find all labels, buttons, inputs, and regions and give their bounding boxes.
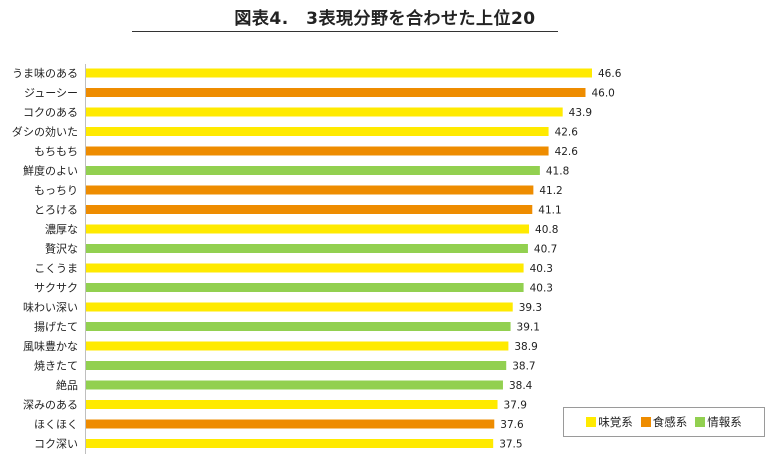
bar-4: [86, 127, 549, 136]
value-label: 38.4: [509, 380, 533, 392]
category-label: とろける: [34, 204, 78, 217]
value-label: 40.8: [535, 224, 558, 236]
category-label: ほくほく: [34, 418, 78, 431]
value-label: 41.1: [538, 205, 561, 217]
chart-title: 図表4. 3表現分野を合わせた上位20: [234, 9, 536, 29]
value-label: 38.9: [514, 341, 537, 353]
category-label: うま味のある: [12, 67, 78, 80]
bar-14: [86, 322, 511, 331]
category-label: 深みのある: [23, 399, 78, 412]
bar-7: [86, 185, 534, 195]
legend-item: 情報系: [695, 414, 742, 430]
value-label: 43.9: [569, 107, 592, 119]
legend: 味覚系 食感系 情報系: [563, 407, 765, 437]
value-label: 41.8: [546, 166, 569, 178]
category-label: コクのある: [23, 106, 78, 119]
bar-20: [86, 439, 494, 448]
category-label: 焼きたて: [34, 360, 78, 373]
legend-label: 味覚系: [598, 415, 633, 429]
category-label: 揚げたて: [34, 321, 78, 334]
bar-19: [86, 419, 495, 429]
value-label: 39.3: [519, 302, 542, 314]
value-label: 37.9: [504, 400, 527, 412]
bar-11: [86, 263, 524, 273]
legend-swatch: [640, 417, 651, 427]
category-label: もっちり: [34, 184, 78, 197]
bars-layer: うま味のある 46.6 ジューシー 46.0 コクのある 43.9 ダシの効いた 42.6 もち…: [12, 67, 622, 451]
bar-10: [86, 244, 528, 253]
value-label: 40.3: [530, 283, 553, 295]
legend-item: 味覚系: [586, 414, 633, 430]
value-label: 42.6: [555, 146, 579, 158]
bar-13: [86, 302, 513, 312]
bar-3: [86, 107, 563, 117]
legend-item: 食感系: [640, 414, 688, 430]
bar-12: [86, 283, 524, 292]
category-label: 風味豊かな: [23, 340, 78, 353]
category-label: 絶品: [56, 378, 78, 392]
bar-16: [86, 361, 507, 370]
value-label: 37.6: [500, 419, 524, 431]
legend-label: 食感系: [652, 415, 688, 429]
value-label: 38.7: [512, 361, 535, 373]
value-label: 42.6: [555, 127, 579, 139]
value-label: 46.0: [591, 88, 614, 100]
value-label: 41.2: [539, 185, 562, 197]
legend-swatch: [586, 417, 597, 427]
value-label: 37.5: [499, 439, 522, 451]
title-underline: [132, 31, 558, 32]
bar-15: [86, 341, 509, 351]
category-label: 味わい深い: [23, 301, 78, 314]
bar-9: [86, 224, 530, 234]
bar-8: [86, 205, 533, 214]
category-label: サクサク: [34, 282, 78, 295]
category-label: ダシの効いた: [12, 125, 78, 139]
category-label: こくうま: [34, 262, 78, 275]
legend-swatch: [695, 417, 706, 427]
value-label: 40.3: [530, 263, 553, 275]
bar-1: [86, 68, 592, 78]
bar-2: [86, 88, 586, 97]
value-label: 40.7: [534, 244, 557, 256]
category-label: もちもち: [34, 145, 78, 158]
value-label: 46.6: [598, 68, 622, 80]
bar-17: [86, 380, 503, 390]
category-label: ジューシー: [24, 87, 78, 100]
bar-18: [86, 400, 498, 409]
legend-label: 情報系: [707, 415, 742, 429]
category-label: 鮮度のよい: [23, 164, 78, 178]
bar-5: [86, 146, 549, 156]
value-label: 39.1: [517, 322, 540, 334]
category-label: 濃厚な: [45, 222, 78, 236]
category-label: コク深い: [34, 438, 78, 451]
bar-6: [86, 166, 540, 175]
category-label: 贅沢な: [45, 242, 78, 256]
